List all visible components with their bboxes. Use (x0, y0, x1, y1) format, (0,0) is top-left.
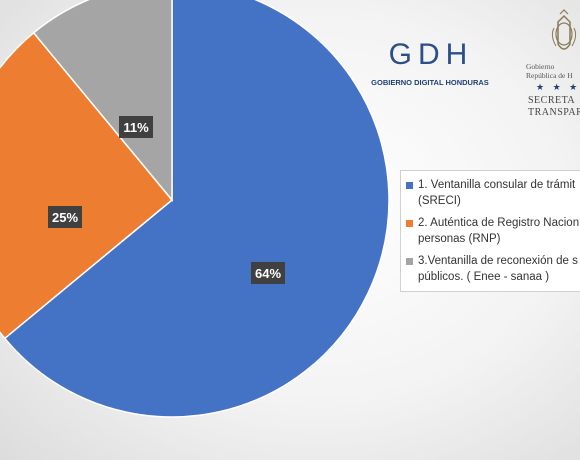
legend-label-line-2: públicos. ( Enee - sanaa ) (418, 271, 550, 283)
legend-label-line-1: 1. Ventanilla consular de trámit (418, 179, 576, 191)
pie-data-label-1: 64% (251, 262, 285, 284)
legend-item-3: 3.Ventanilla de reconexión de s públicos.… (406, 253, 580, 285)
legend-swatch (406, 258, 413, 265)
gov-seal-line3: SECRETA (528, 95, 576, 106)
coat-of-arms-icon (551, 9, 577, 50)
chart-legend: 1. Ventanilla consular de trámit (SRECI) 2… (400, 170, 580, 292)
pie-data-label-2: 25% (48, 206, 82, 228)
pie-slice-3 (32, 0, 173, 203)
gdh-logo-letters: GDH (388, 38, 474, 71)
gdh-logo: GDH GOBIERNO DIGITAL HONDURAS (368, 38, 492, 94)
legend-label-line-1: 2. Auténtica de Registro Nacion (418, 217, 580, 229)
government-seal-logo: Gobierno República de H ★ ★ ★ SECRETA TR… (508, 8, 580, 118)
pie-data-label-text: 64% (255, 266, 281, 281)
pie-data-label-text: 11% (123, 120, 149, 135)
star-icon: ★ ★ ★ (536, 82, 580, 92)
legend-swatch (406, 182, 413, 189)
pie-data-label-text: 25% (52, 210, 78, 225)
pie-slice-2 (0, 31, 174, 340)
legend-item-1: 1. Ventanilla consular de trámit (SRECI) (406, 177, 580, 209)
legend-label-line-2: (SRECI) (418, 195, 461, 207)
legend-swatch (406, 220, 413, 227)
pie-data-label-3: 11% (119, 116, 153, 138)
legend-item-2: 2. Auténtica de Registro Nacion personas … (406, 215, 580, 247)
gov-seal-line4: TRANSPAR (528, 107, 580, 118)
gdh-logo-subtitle: GOBIERNO DIGITAL HONDURAS (371, 78, 489, 87)
pie-slice-1 (3, 0, 390, 418)
gov-seal-line2: República de H (526, 71, 573, 80)
gov-seal-line1: Gobierno (526, 62, 555, 71)
legend-label-line-2: personas (RNP) (418, 233, 501, 245)
legend-label-line-1: 3.Ventanilla de reconexión de s (418, 255, 578, 267)
